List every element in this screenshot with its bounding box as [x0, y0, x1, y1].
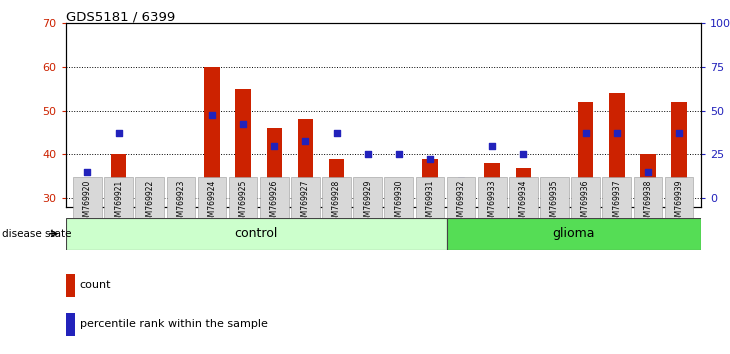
- Text: GSM769926: GSM769926: [270, 179, 279, 226]
- Point: [331, 130, 342, 136]
- Bar: [291, 177, 320, 218]
- Point: [144, 195, 155, 201]
- Bar: [634, 177, 662, 218]
- Text: GSM769929: GSM769929: [364, 179, 372, 226]
- Bar: [266, 128, 282, 330]
- Text: GSM769927: GSM769927: [301, 179, 310, 226]
- Bar: [391, 181, 407, 330]
- Bar: [322, 177, 351, 218]
- Bar: [173, 189, 188, 330]
- Text: GSM769920: GSM769920: [83, 179, 92, 226]
- Bar: [572, 177, 600, 218]
- Bar: [298, 119, 313, 330]
- Bar: [447, 218, 701, 250]
- Bar: [260, 177, 288, 218]
- Text: GSM769921: GSM769921: [114, 179, 123, 226]
- Text: GSM769935: GSM769935: [550, 179, 559, 226]
- Text: GSM769934: GSM769934: [519, 179, 528, 226]
- Point: [82, 169, 93, 175]
- Text: control: control: [234, 227, 278, 240]
- Point: [580, 130, 591, 136]
- Text: GSM769928: GSM769928: [332, 179, 341, 226]
- Bar: [204, 67, 220, 330]
- Point: [486, 143, 498, 149]
- Bar: [80, 185, 96, 330]
- Point: [299, 138, 311, 144]
- Bar: [166, 177, 195, 218]
- Text: GSM769923: GSM769923: [177, 179, 185, 226]
- Bar: [198, 177, 226, 218]
- Bar: [515, 168, 531, 330]
- Bar: [415, 177, 445, 218]
- Text: GDS5181 / 6399: GDS5181 / 6399: [66, 11, 175, 24]
- Point: [393, 152, 404, 157]
- Bar: [547, 185, 562, 330]
- Text: GSM769939: GSM769939: [675, 179, 683, 226]
- Bar: [509, 177, 538, 218]
- Bar: [328, 159, 345, 330]
- Bar: [353, 177, 382, 218]
- Text: glioma: glioma: [553, 227, 595, 240]
- Bar: [540, 177, 569, 218]
- Point: [549, 182, 561, 188]
- Point: [673, 130, 685, 136]
- Bar: [609, 93, 625, 330]
- Point: [518, 152, 529, 157]
- Bar: [104, 177, 133, 218]
- Text: count: count: [80, 280, 111, 290]
- Bar: [142, 198, 158, 330]
- Bar: [235, 89, 251, 330]
- Bar: [111, 154, 126, 330]
- Text: GSM769932: GSM769932: [456, 179, 466, 226]
- Point: [237, 121, 249, 127]
- Bar: [602, 177, 631, 218]
- Text: percentile rank within the sample: percentile rank within the sample: [80, 319, 267, 329]
- Bar: [360, 181, 375, 330]
- Bar: [453, 185, 469, 330]
- Text: GSM769924: GSM769924: [207, 179, 217, 226]
- Point: [456, 178, 467, 184]
- Text: GSM769936: GSM769936: [581, 179, 590, 226]
- Bar: [447, 177, 475, 218]
- Point: [269, 143, 280, 149]
- Bar: [485, 163, 500, 330]
- Bar: [578, 102, 593, 330]
- Text: GSM769938: GSM769938: [643, 179, 653, 226]
- Point: [642, 169, 653, 175]
- Text: GSM769925: GSM769925: [239, 179, 247, 226]
- Bar: [228, 177, 258, 218]
- Bar: [665, 177, 693, 218]
- Point: [206, 112, 218, 118]
- Text: GSM769933: GSM769933: [488, 179, 496, 226]
- Point: [424, 156, 436, 162]
- Point: [175, 187, 187, 192]
- Text: disease state: disease state: [2, 229, 72, 239]
- Bar: [66, 274, 75, 297]
- Text: GSM769930: GSM769930: [394, 179, 403, 226]
- Bar: [66, 313, 75, 336]
- Bar: [640, 154, 656, 330]
- Bar: [671, 102, 687, 330]
- Text: GSM769937: GSM769937: [612, 179, 621, 226]
- Point: [112, 130, 124, 136]
- Point: [611, 130, 623, 136]
- Text: GSM769922: GSM769922: [145, 179, 154, 226]
- Bar: [385, 177, 413, 218]
- Bar: [478, 177, 507, 218]
- Text: GSM769931: GSM769931: [426, 179, 434, 226]
- Bar: [422, 159, 438, 330]
- Bar: [136, 177, 164, 218]
- Bar: [66, 218, 447, 250]
- Point: [362, 152, 374, 157]
- Bar: [73, 177, 101, 218]
